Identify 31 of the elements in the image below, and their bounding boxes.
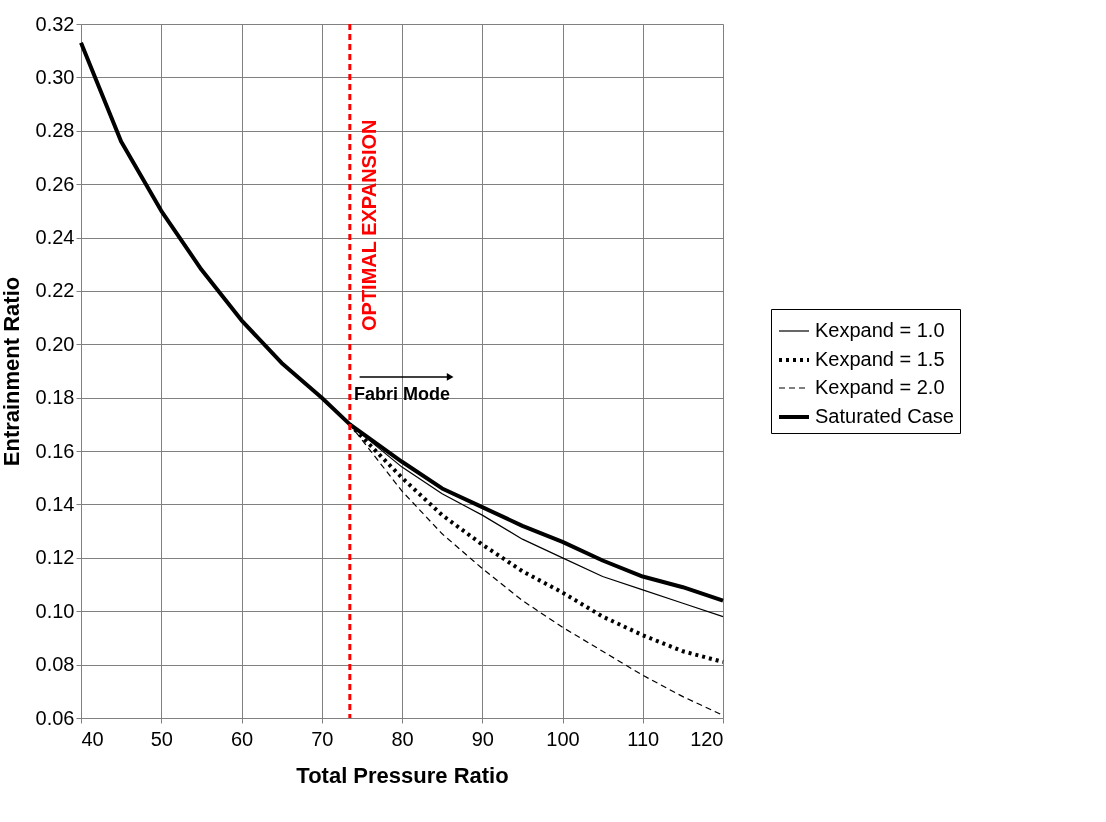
annotation: Fabri Mode [353,384,451,405]
y-tick-label: 0.14 [35,492,75,515]
y-tick-label: 0.08 [35,653,75,676]
x-tick-label: 80 [391,727,414,750]
y-tick-label: 0.30 [35,65,75,88]
x-tick-label: 50 [150,727,173,750]
x-tick-label: 90 [471,727,494,750]
y-tick-label: 0.12 [35,546,75,569]
legend-label: Saturated Case [815,405,954,427]
x-tick-label: 70 [311,727,334,750]
x-tick-label: 40 [81,727,104,750]
y-tick-label: 0.20 [35,332,75,355]
y-tick-label: 0.26 [35,172,75,195]
x-tick-label: 110 [627,727,660,750]
y-tick-label: 0.10 [35,599,75,622]
y-tick-label: 0.06 [35,706,75,729]
y-axis-title: Entrainment Ratio [0,276,24,467]
ref-line-label: OPTIMAL EXPANSION [357,119,380,332]
x-tick-label: 60 [230,727,254,750]
y-tick-label: 0.18 [35,386,75,409]
y-tick-label: 0.24 [35,226,75,249]
legend-label: Kexpand = 2.0 [815,376,945,398]
legend-label: Kexpand = 1.5 [815,348,945,370]
y-tick-label: 0.22 [35,279,75,302]
x-axis-title: Total Pressure Ratio [296,762,509,788]
x-tick-label: 120 [690,727,724,750]
y-tick-label: 0.32 [35,12,75,35]
y-tick-label: 0.28 [35,119,75,142]
legend-label: Kexpand = 1.0 [815,319,945,341]
x-tick-label: 100 [546,727,580,750]
y-tick-label: 0.16 [35,439,75,462]
